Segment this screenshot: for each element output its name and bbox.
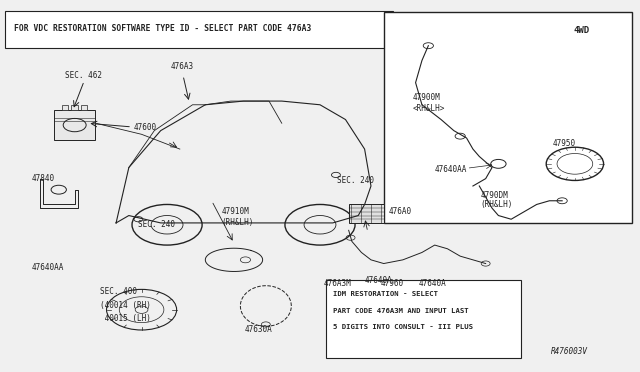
Text: 47640AA: 47640AA (434, 165, 467, 174)
Text: (RH&LH): (RH&LH) (221, 218, 253, 227)
Text: 47900M: 47900M (412, 93, 440, 102)
Text: 476A3M: 476A3M (323, 279, 351, 288)
Text: SEC. 240: SEC. 240 (337, 176, 374, 185)
Text: <RH&LH>: <RH&LH> (412, 104, 445, 113)
Bar (72, 105, 78, 110)
Text: (40014 (RH): (40014 (RH) (100, 301, 151, 311)
Bar (62, 105, 68, 110)
Text: R476003V: R476003V (550, 347, 588, 356)
Text: SEC. 240: SEC. 240 (138, 220, 175, 229)
Text: 5 DIGITS INTO CONSULT - III PLUS: 5 DIGITS INTO CONSULT - III PLUS (333, 324, 473, 330)
Text: 47960: 47960 (381, 279, 404, 288)
Bar (349, 205, 384, 223)
Text: 4WD: 4WD (573, 26, 589, 35)
Text: 47910M: 47910M (221, 207, 249, 217)
Text: 4790DM: 4790DM (481, 191, 508, 200)
Text: IDM RESTORATION - SELECT: IDM RESTORATION - SELECT (333, 291, 438, 297)
Bar (81, 105, 88, 110)
Text: FOR VDC RESTORATION SOFTWARE TYPE ID - SELECT PART CODE 476A3: FOR VDC RESTORATION SOFTWARE TYPE ID - S… (14, 24, 312, 33)
Text: 47950: 47950 (552, 139, 576, 148)
Text: 40015 (LH): 40015 (LH) (100, 314, 151, 323)
FancyBboxPatch shape (326, 280, 521, 358)
Text: 47630A: 47630A (245, 326, 273, 334)
Bar (384, 13, 632, 223)
Text: 47640A: 47640A (419, 279, 447, 288)
Text: 476A0: 476A0 (389, 207, 412, 217)
Text: SEC. 400: SEC. 400 (100, 287, 137, 296)
Text: 47640A: 47640A (365, 276, 392, 285)
Text: 47600: 47600 (134, 123, 157, 132)
Text: 476A3: 476A3 (170, 61, 193, 71)
Bar (54, 110, 95, 140)
Text: 47640AA: 47640AA (32, 263, 65, 272)
Text: PART CODE 476A3M AND INPUT LAST: PART CODE 476A3M AND INPUT LAST (333, 308, 468, 314)
Text: (RH&LH): (RH&LH) (481, 200, 513, 209)
FancyBboxPatch shape (4, 11, 394, 48)
Text: 47840: 47840 (32, 174, 55, 183)
Text: SEC. 462: SEC. 462 (65, 71, 102, 80)
